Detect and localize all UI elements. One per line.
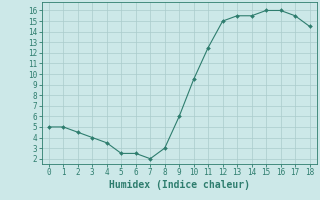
X-axis label: Humidex (Indice chaleur): Humidex (Indice chaleur) (109, 180, 250, 190)
